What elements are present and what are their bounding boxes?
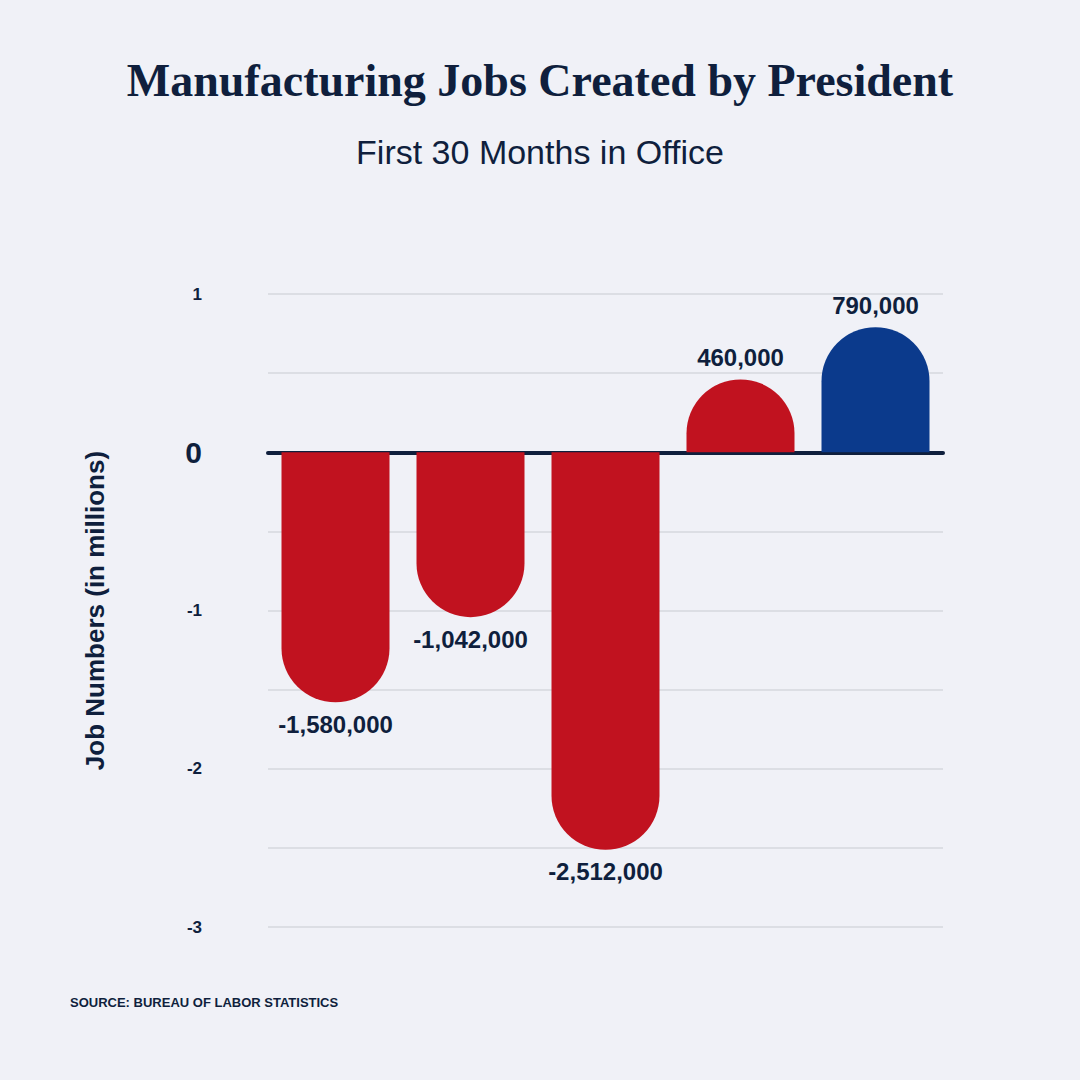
svg-text:460,000: 460,000 bbox=[697, 344, 784, 371]
svg-text:First 30 Months in Office: First 30 Months in Office bbox=[356, 133, 724, 171]
svg-text:-3: -3 bbox=[187, 918, 202, 937]
svg-text:0: 0 bbox=[185, 436, 202, 469]
svg-text:790,000: 790,000 bbox=[832, 292, 919, 319]
svg-text:SOURCE: BUREAU OF LABOR STATIS: SOURCE: BUREAU OF LABOR STATISTICS bbox=[70, 995, 339, 1010]
svg-text:-2: -2 bbox=[187, 759, 202, 778]
svg-text:Job Numbers (in millions): Job Numbers (in millions) bbox=[80, 451, 110, 770]
svg-text:Manufacturing Jobs Created by: Manufacturing Jobs Created by President bbox=[127, 55, 954, 106]
svg-text:-1,580,000: -1,580,000 bbox=[278, 711, 393, 738]
svg-text:-2,512,000: -2,512,000 bbox=[548, 858, 663, 885]
svg-text:-1,042,000: -1,042,000 bbox=[413, 626, 528, 653]
svg-text:1: 1 bbox=[193, 285, 202, 304]
svg-text:-1: -1 bbox=[187, 601, 202, 620]
